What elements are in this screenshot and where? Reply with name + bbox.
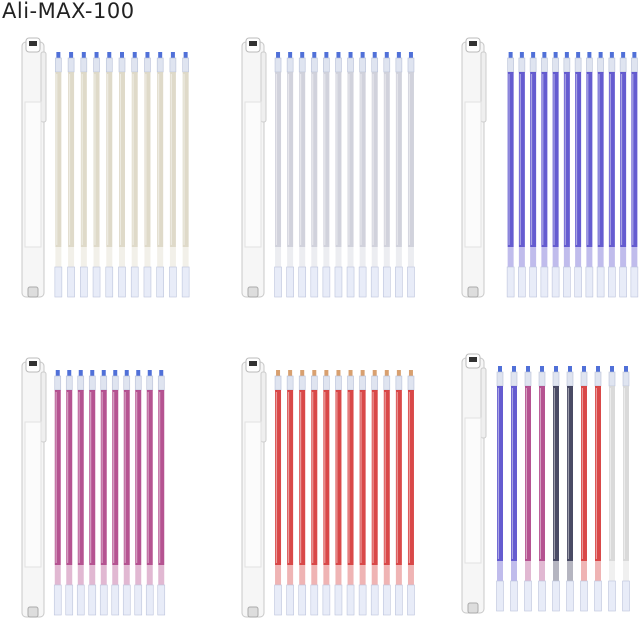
refill	[346, 52, 355, 298]
refill	[298, 52, 307, 298]
refill	[156, 52, 164, 298]
refill	[630, 52, 639, 298]
refill	[67, 52, 75, 298]
refill	[563, 52, 571, 298]
refill	[594, 366, 602, 612]
refill	[143, 52, 152, 298]
pen-body	[241, 357, 267, 618]
refill	[529, 52, 537, 298]
refill	[358, 52, 367, 298]
refill	[395, 52, 403, 298]
refill	[370, 370, 379, 616]
refill	[407, 52, 415, 298]
pen-body	[241, 37, 267, 298]
refill	[382, 370, 391, 616]
refill	[596, 52, 605, 298]
refill	[518, 52, 526, 298]
refill	[76, 370, 85, 616]
refill	[566, 366, 574, 612]
silver-refill-set	[241, 37, 415, 298]
refill	[538, 366, 546, 612]
refill	[118, 52, 126, 298]
pen-body	[21, 37, 47, 298]
refill	[88, 370, 97, 616]
refill	[298, 370, 307, 616]
refill	[99, 370, 108, 616]
refill	[608, 366, 616, 612]
refill	[334, 52, 343, 298]
refill	[552, 366, 560, 612]
white-refill-set	[21, 37, 190, 298]
refill	[122, 370, 131, 616]
pen-body	[21, 357, 47, 618]
refill	[92, 52, 101, 298]
purple-refill-set	[21, 357, 166, 618]
refill	[407, 370, 415, 616]
refill	[310, 52, 319, 298]
refill	[585, 52, 594, 298]
refill	[181, 52, 190, 298]
refill	[322, 52, 331, 298]
refill	[310, 370, 319, 616]
refill	[53, 370, 62, 616]
refill	[274, 370, 282, 616]
product-title: Ali-MAX-100	[2, 0, 135, 23]
refill	[608, 52, 616, 298]
refill	[157, 370, 166, 616]
refill	[274, 52, 282, 298]
refill	[111, 370, 120, 616]
refill	[496, 366, 504, 612]
pen-body	[461, 353, 487, 614]
refill	[619, 52, 627, 298]
refill	[524, 366, 532, 612]
refill	[322, 370, 331, 616]
refill	[169, 52, 177, 298]
refill	[622, 366, 630, 612]
refill	[574, 52, 582, 298]
refill	[346, 370, 355, 616]
refill	[80, 52, 88, 298]
refill	[580, 366, 588, 612]
refill	[510, 366, 518, 612]
refill	[506, 52, 515, 298]
refill	[395, 370, 403, 616]
refill	[65, 370, 74, 616]
refill	[105, 52, 114, 298]
pen-body	[461, 37, 487, 298]
red-refill-set	[241, 357, 415, 618]
refill	[130, 52, 139, 298]
refill	[286, 370, 294, 616]
mixed-refill-set	[461, 353, 630, 614]
refill	[382, 52, 391, 298]
refill	[334, 370, 343, 616]
refill	[145, 370, 154, 616]
refill	[54, 52, 63, 298]
refill	[134, 370, 143, 616]
refill	[370, 52, 379, 298]
refill	[358, 370, 367, 616]
blue-refill-set	[461, 37, 639, 298]
refill	[551, 52, 560, 298]
refill	[286, 52, 294, 298]
refill	[540, 52, 549, 298]
